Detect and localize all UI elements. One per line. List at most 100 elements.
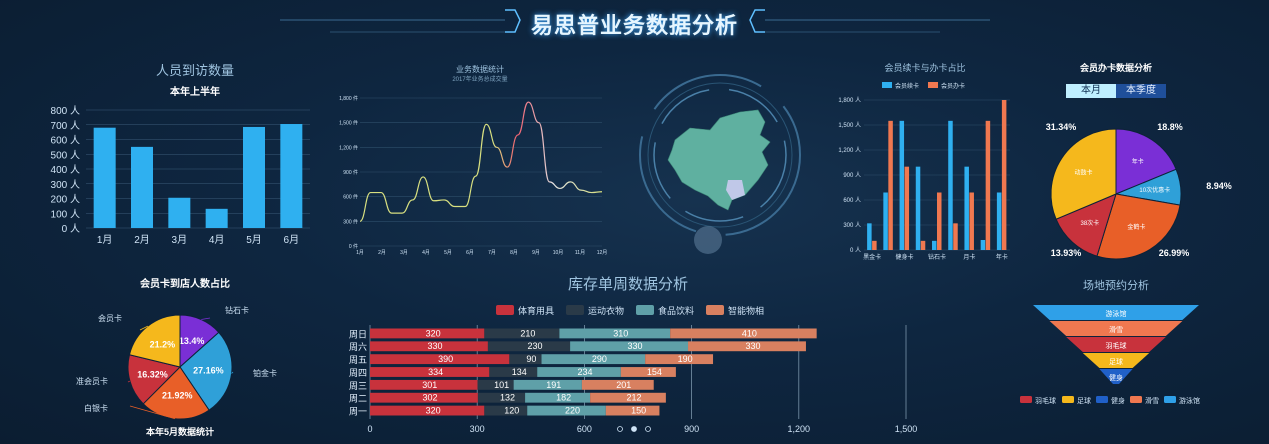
tab-this-quarter[interactable]: 本季度 xyxy=(1116,84,1166,98)
series-line xyxy=(359,101,603,222)
legend-label: 健身 xyxy=(1111,396,1125,405)
slice-value-label: 13.4% xyxy=(179,336,205,346)
y-tick-label: 300 件 xyxy=(343,218,358,225)
bar-segment xyxy=(370,367,490,377)
x-tick-label: 月卡 xyxy=(963,253,975,261)
legend-label: 滑雪 xyxy=(1145,396,1159,405)
bar-value-label: 220 xyxy=(565,406,580,416)
y-tick-label: 周四 xyxy=(349,368,367,378)
pager-dot xyxy=(617,426,623,432)
bar-value-label: 302 xyxy=(422,393,437,403)
bar-value-label: 190 xyxy=(678,354,693,364)
leader-line xyxy=(129,405,176,420)
x-tick-label: 3月 xyxy=(172,234,188,246)
legend-label: 会员办卡 xyxy=(941,82,965,90)
x-tick-label: 3月 xyxy=(400,250,408,256)
x-tick-label: 黑金卡 xyxy=(863,253,881,261)
funnel-label: 滑雪 xyxy=(1109,325,1123,334)
x-tick-label: 健身卡 xyxy=(896,253,914,261)
bar-segment xyxy=(645,354,714,365)
bar-segment xyxy=(487,341,571,352)
leader-line xyxy=(231,371,234,374)
bar xyxy=(899,120,905,250)
chart-title: 会员卡到店人数占比 xyxy=(140,277,230,290)
x-tick-label: 10月 xyxy=(553,250,564,256)
legend-label: 运动衣物 xyxy=(588,305,624,316)
y-tick-label: 周一 xyxy=(349,407,367,417)
bar-segment xyxy=(525,392,591,403)
bar-value-label: 230 xyxy=(527,341,542,351)
y-tick-label: 800 人 xyxy=(51,105,80,117)
x-tick-label: 12月 xyxy=(597,250,608,256)
bar-segment xyxy=(477,392,526,403)
bar-segment xyxy=(537,367,621,377)
chart-title: 会员办卡数据分析 xyxy=(1080,62,1152,73)
y-tick-label: 600 人 xyxy=(51,135,80,147)
legend-swatch xyxy=(636,305,654,315)
bar-segment xyxy=(688,341,806,352)
x-tick-label: 6月 xyxy=(466,250,474,256)
x-tick-label: 8月 xyxy=(510,250,518,256)
y-tick-label: 1,200 件 xyxy=(339,144,358,151)
legend-swatch xyxy=(496,305,514,315)
legend-label: 体育用具 xyxy=(518,305,554,316)
y-tick-label: 900 人 xyxy=(843,172,861,179)
leader-line xyxy=(201,317,211,320)
slice-label: 38次卡 xyxy=(1081,219,1100,227)
chart-title: 会员续卡与办卡占比 xyxy=(884,62,965,73)
chart-title: 人员到访数量 xyxy=(156,63,234,78)
bar xyxy=(980,240,986,250)
bar-segment xyxy=(370,328,485,339)
x-tick-label: 2月 xyxy=(378,250,386,256)
slice-label: 会员卡 xyxy=(98,313,122,323)
pie-slice xyxy=(179,331,233,411)
bar-segment xyxy=(484,328,560,339)
legend-label: 食品饮料 xyxy=(658,305,694,316)
bar-segment xyxy=(570,341,689,352)
x-tick-label: 9月 xyxy=(532,250,540,256)
y-tick-label: 0 人 xyxy=(850,247,861,254)
slice-label: 钻石卡 xyxy=(225,305,249,315)
legend-label: 智能物相 xyxy=(728,305,764,316)
bar-segment xyxy=(509,354,542,365)
china-map-shape xyxy=(667,109,771,211)
bar xyxy=(1001,100,1007,250)
legend-swatch xyxy=(882,82,892,88)
bar-value-label: 101 xyxy=(494,380,509,390)
slice-label: 白银卡 xyxy=(84,403,108,413)
funnel-label: 羽毛球 xyxy=(1106,341,1127,350)
x-tick-label: 钻石卡 xyxy=(928,253,946,261)
bar-segment xyxy=(670,328,817,339)
y-tick-label: 300 人 xyxy=(51,179,80,191)
bar xyxy=(888,120,893,250)
bar-value-label: 182 xyxy=(556,393,571,403)
pie-slice xyxy=(1096,193,1181,260)
funnel-level xyxy=(1099,369,1133,384)
bar-segment xyxy=(370,405,485,416)
bar-value-label: 390 xyxy=(438,354,453,364)
bar-segment xyxy=(605,405,660,416)
x-tick-label: 7月 xyxy=(488,250,496,256)
tab-this-month[interactable]: 本月 xyxy=(1066,84,1116,98)
bar-segment xyxy=(477,379,514,390)
y-tick-label: 周二 xyxy=(349,394,367,404)
business-line-chart: 业务数据统计 2017年业务总成交量 0 件 300 件 600 件 900 件 1,2… xyxy=(339,64,608,256)
bar xyxy=(280,124,303,228)
visit-pie-chart: 会员卡到店人数占比 本年5月数据统计 13.4% 钻石卡 27.16% 铂金卡 21.9… xyxy=(76,277,277,437)
membership-bar-chart: 会员续卡与办卡占比 会员续卡 会员办卡 0 人 300 人 600 人 900 人 1,20… xyxy=(838,62,1010,261)
chart-footer: 本年5月数据统计 xyxy=(146,426,214,437)
legend-swatch xyxy=(1164,396,1176,403)
x-tick-label: 4月 xyxy=(422,250,430,256)
bar-value-label: 301 xyxy=(422,380,437,390)
inventory-stacked-bar-chart: 库存单周数据分析 体育用具 运动衣物 食品饮料 智能物相 0 300 600 900 1,200… xyxy=(349,276,917,434)
bar xyxy=(883,192,888,250)
slice-value-label: 18.8% xyxy=(1157,122,1183,132)
bar-segment xyxy=(559,328,671,339)
x-tick-label: 300 xyxy=(470,424,485,434)
bar xyxy=(985,120,991,250)
y-tick-label: 0 件 xyxy=(349,243,358,250)
legend-swatch xyxy=(1020,396,1032,403)
bar-value-label: 234 xyxy=(578,367,593,377)
x-tick-label: 0 xyxy=(367,424,372,434)
legend-swatch xyxy=(928,82,938,88)
